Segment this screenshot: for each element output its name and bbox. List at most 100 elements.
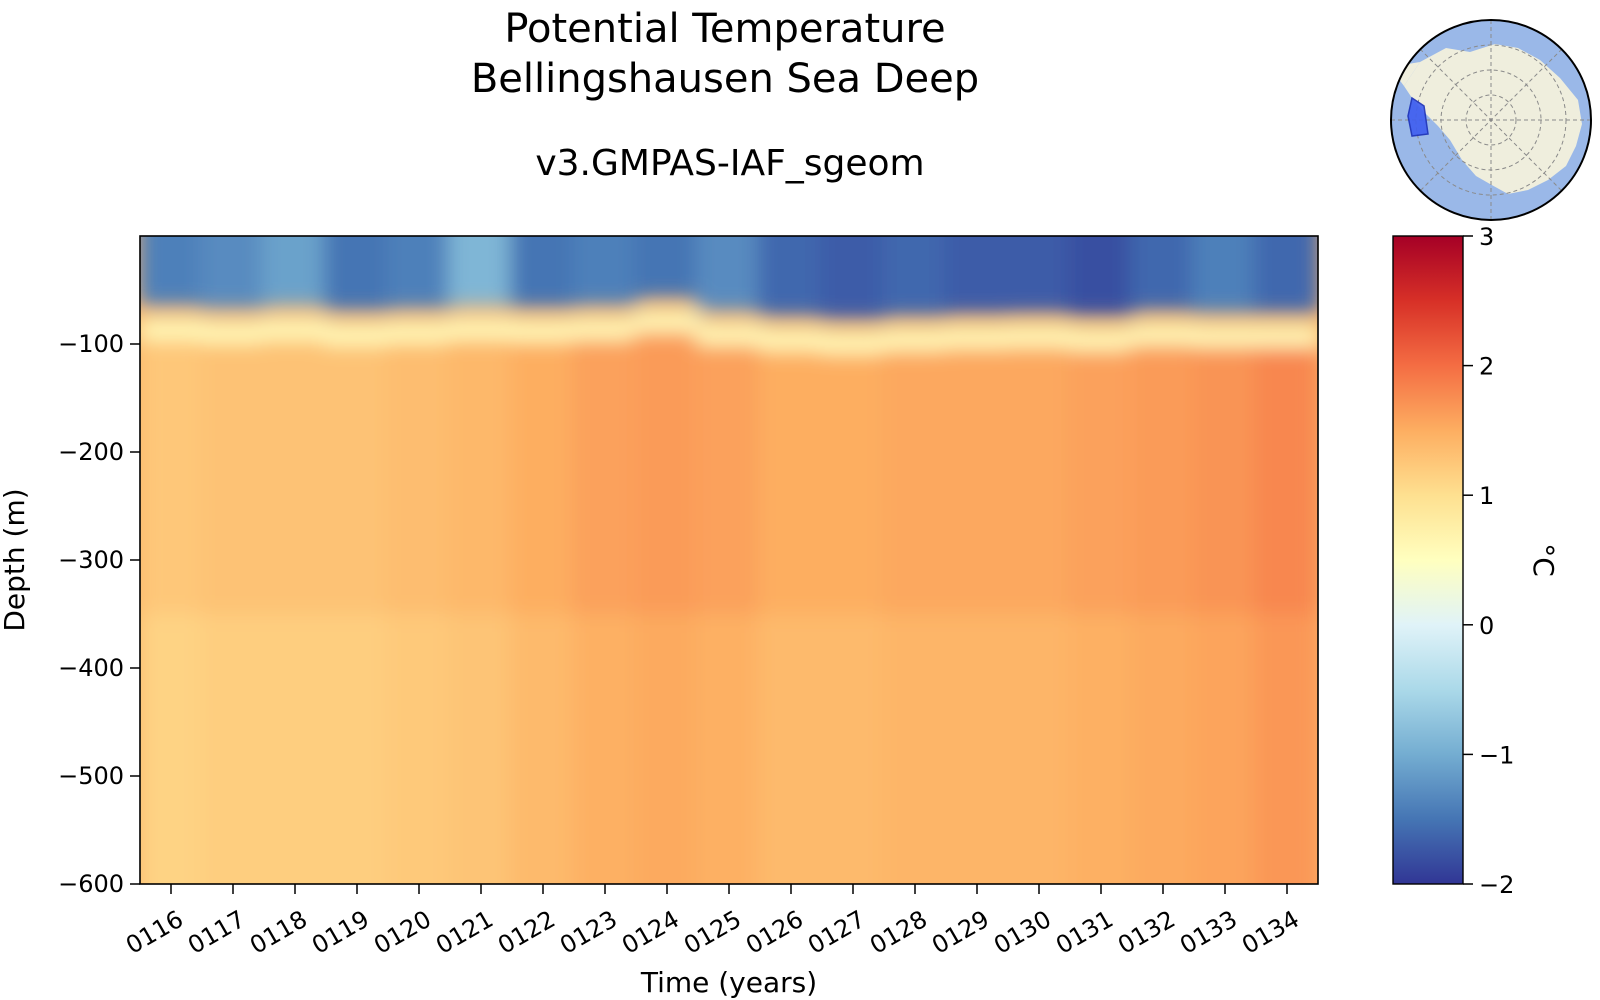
y-tick-label: −300: [58, 546, 124, 574]
heat-cell-thermocline: [696, 324, 762, 344]
heat-cell-bottom: [820, 614, 886, 884]
heat-cell-deep: [758, 349, 824, 614]
heat-cell-deep: [882, 349, 948, 614]
heat-cell-thermocline: [1068, 329, 1134, 350]
heat-cell-surface: [758, 236, 824, 317]
x-axis-label: Time (years): [640, 966, 817, 999]
heat-cell-surface: [1068, 236, 1134, 317]
heat-cell-surface: [572, 236, 638, 307]
heat-cell-thermocline: [140, 319, 204, 339]
heat-cell-thermocline: [820, 333, 886, 353]
heat-cell-surface: [324, 236, 390, 312]
heat-cell-deep: [386, 341, 452, 614]
heat-cell-thermocline: [634, 311, 700, 332]
colorbar-tick-label: 2: [1479, 353, 1494, 381]
heat-cell-thermocline: [1006, 326, 1072, 347]
heat-cell-surface: [944, 236, 1010, 315]
antarctica-landmass: [1404, 44, 1582, 194]
heat-cell-deep: [1130, 344, 1196, 614]
x-tick-label: 0122: [493, 905, 560, 960]
x-tick-label: 0129: [927, 905, 994, 960]
heat-cell-bottom: [696, 614, 762, 884]
heat-cell-deep: [1006, 346, 1072, 614]
colorbar-tick-label: −1: [1479, 741, 1514, 769]
heat-cell-deep: [696, 344, 762, 614]
colorbar-tick-label: 0: [1479, 612, 1494, 640]
heat-cell-bottom: [634, 614, 700, 884]
heat-cell-surface: [386, 236, 452, 310]
heat-cell-bottom: [1254, 614, 1318, 884]
heat-cell-deep: [634, 331, 700, 614]
heat-cell-deep: [944, 347, 1010, 614]
antarctic-region-map: [1390, 19, 1592, 221]
heat-cell-surface: [1254, 236, 1318, 314]
heat-cell-bottom: [140, 614, 204, 884]
heat-cell-surface: [696, 236, 762, 312]
heat-cell-surface: [634, 236, 700, 299]
heat-cell-thermocline: [758, 329, 824, 350]
heat-cell-thermocline: [1130, 324, 1196, 344]
heat-cell-deep: [262, 338, 328, 614]
heat-cell-bottom: [1068, 614, 1134, 884]
heatmap-field: [140, 236, 1318, 884]
heat-cell-deep: [1192, 346, 1258, 614]
heat-cell-deep: [200, 341, 266, 614]
chart-subtitle: v3.GMPAS-IAF_sgeom: [535, 143, 925, 184]
colorbar-tick-label: 3: [1479, 223, 1494, 251]
heat-cell-bottom: [1130, 614, 1196, 884]
heat-cell-thermocline: [882, 329, 948, 350]
heat-cell-surface: [820, 236, 886, 321]
heat-cell-bottom: [572, 614, 638, 884]
graticule: [1391, 20, 1591, 220]
heat-cell-thermocline: [944, 327, 1010, 348]
heat-cell-deep: [324, 344, 390, 614]
colorbar-tick-label: −2: [1479, 871, 1514, 899]
heat-cell-deep: [448, 338, 514, 614]
heat-cell-deep: [572, 338, 638, 614]
heat-cell-surface: [1130, 236, 1196, 312]
x-tick-label: 0120: [369, 905, 436, 960]
heat-cell-deep: [140, 338, 204, 614]
y-tick-label: −500: [58, 762, 124, 790]
heat-cell-surface: [200, 236, 266, 310]
x-tick-label: 0133: [1175, 905, 1242, 960]
heat-cell-bottom: [882, 614, 948, 884]
chart-region-title: Bellingshausen Sea Deep: [470, 56, 980, 102]
heat-cell-surface: [140, 236, 204, 307]
x-tick-label: 0126: [741, 905, 808, 960]
antarctic-peninsula: [1398, 62, 1420, 86]
heat-cell-bottom: [1192, 614, 1258, 884]
heat-cell-bottom: [448, 614, 514, 884]
heat-cell-thermocline: [448, 319, 514, 339]
x-tick-label: 0116: [121, 905, 188, 960]
heat-cell-surface: [1192, 236, 1258, 314]
colorbar: [1392, 235, 1464, 885]
x-tick-label: 0125: [679, 905, 746, 960]
heat-cell-bottom: [510, 614, 576, 884]
chart-title: Potential Temperature: [504, 6, 946, 52]
heat-cell-bottom: [386, 614, 452, 884]
heat-cell-surface: [510, 236, 576, 309]
y-tick-label: −100: [58, 330, 124, 358]
heat-cell-deep: [510, 340, 576, 614]
x-tick-label: 0118: [245, 905, 312, 960]
heat-cell-thermocline: [200, 322, 266, 342]
y-axis: −100 −200 −300 −400 −500 −600: [58, 330, 140, 898]
heat-cell-bottom: [200, 614, 266, 884]
y-tick-label: −200: [58, 438, 124, 466]
x-tick-label: 0124: [617, 905, 684, 960]
x-tick-label: 0123: [555, 905, 622, 960]
colorbar-label: °C: [1527, 543, 1560, 577]
heat-cell-thermocline: [324, 324, 390, 344]
y-tick-label: −400: [58, 654, 124, 682]
x-tick-label: 0117: [183, 905, 250, 960]
heat-cell-deep: [1254, 346, 1318, 614]
map-border: [1390, 19, 1592, 221]
heat-cell-thermocline: [386, 322, 452, 342]
heat-cell-deep: [1068, 349, 1134, 614]
x-tick-label: 0121: [431, 905, 498, 960]
heat-cell-bottom: [1006, 614, 1072, 884]
heat-cell-surface: [448, 236, 514, 307]
x-tick-label: 0131: [1051, 905, 1118, 960]
